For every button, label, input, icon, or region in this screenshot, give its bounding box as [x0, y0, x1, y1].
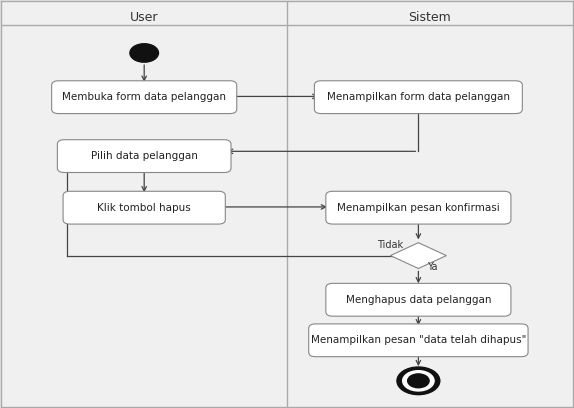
- Text: Menampilkan pesan "data telah dihapus": Menampilkan pesan "data telah dihapus": [311, 335, 526, 345]
- Circle shape: [397, 367, 440, 395]
- Text: Membuka form data pelanggan: Membuka form data pelanggan: [62, 92, 226, 102]
- FancyBboxPatch shape: [309, 324, 528, 357]
- Text: Menghapus data pelanggan: Menghapus data pelanggan: [346, 295, 491, 305]
- Circle shape: [130, 44, 158, 62]
- Polygon shape: [390, 243, 447, 268]
- Text: Menampilkan pesan konfirmasi: Menampilkan pesan konfirmasi: [337, 203, 500, 213]
- Circle shape: [408, 374, 429, 388]
- FancyBboxPatch shape: [57, 140, 231, 173]
- FancyBboxPatch shape: [326, 284, 511, 316]
- Text: User: User: [130, 11, 158, 24]
- Text: Menampilkan form data pelanggan: Menampilkan form data pelanggan: [327, 92, 510, 102]
- Text: Tidak: Tidak: [377, 240, 403, 250]
- FancyBboxPatch shape: [315, 81, 522, 113]
- Circle shape: [403, 371, 434, 391]
- FancyBboxPatch shape: [52, 81, 236, 113]
- FancyBboxPatch shape: [326, 191, 511, 224]
- Text: Pilih data pelanggan: Pilih data pelanggan: [91, 151, 197, 161]
- Text: Klik tombol hapus: Klik tombol hapus: [98, 203, 191, 213]
- Text: Ya: Ya: [427, 262, 437, 272]
- FancyBboxPatch shape: [63, 191, 226, 224]
- Text: Sistem: Sistem: [409, 11, 451, 24]
